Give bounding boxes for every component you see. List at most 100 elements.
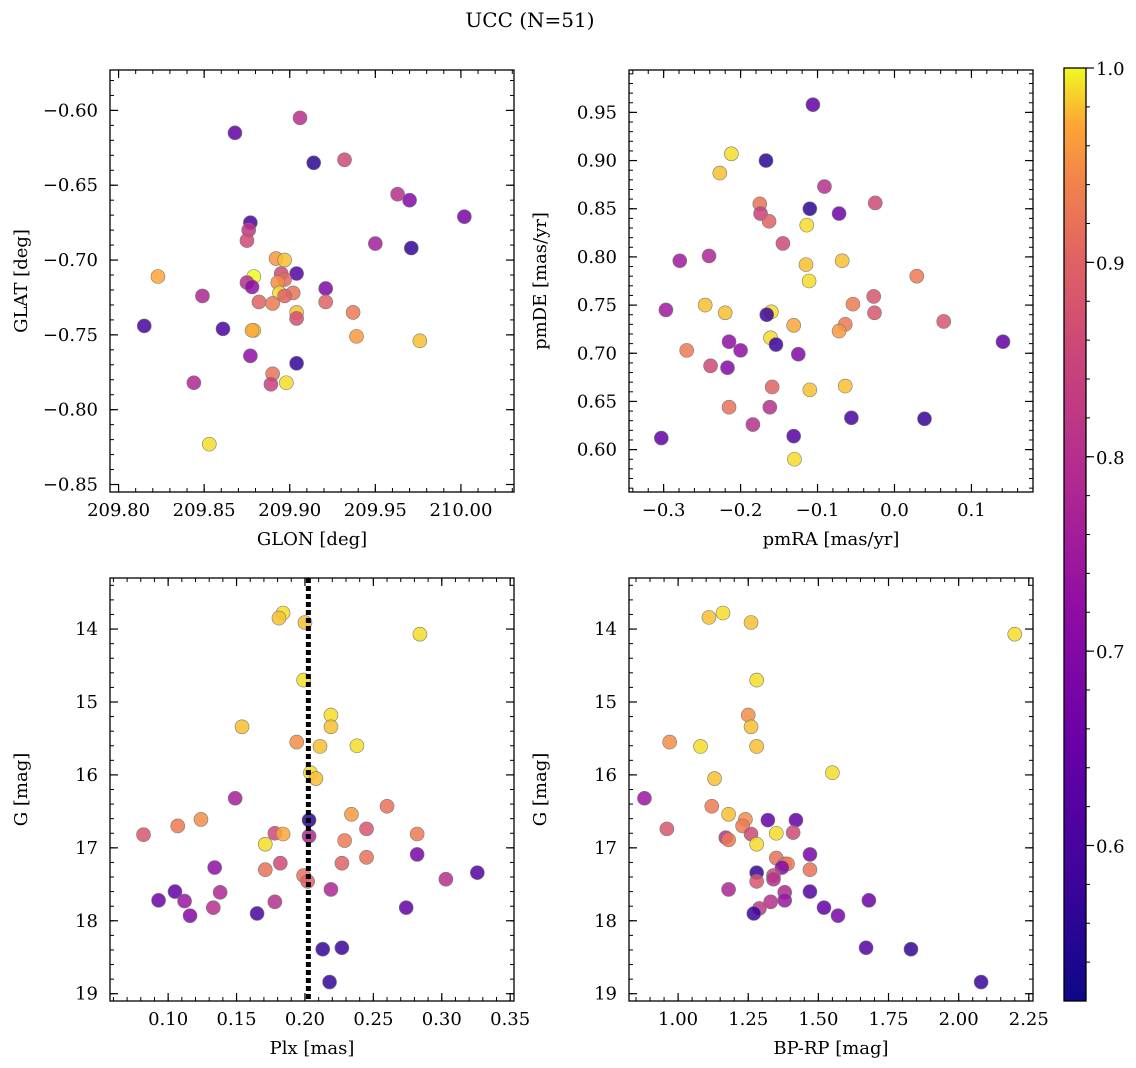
scatter-point [136,827,151,843]
scatter-point [721,882,736,897]
y-tick-label: −0.75 [43,325,98,346]
scatter-point [275,826,291,842]
scatter-point [831,323,847,339]
scatter-point [761,213,777,229]
scatter-points [637,605,1023,990]
y-tick-label: −0.85 [43,475,98,496]
x-tick-label: 0.35 [490,1009,530,1030]
scatter-point [703,358,718,374]
y-tick-label: 0.75 [577,295,617,316]
scatter-point [758,153,774,168]
scatter-point [802,862,818,878]
scatter-point [193,812,209,827]
scatter-point [312,739,328,754]
x-tick-label: −0.1 [796,500,840,521]
scatter-point [243,348,258,364]
scatter-point [412,333,428,349]
scatter-point [315,941,331,957]
scatter-point [318,281,333,296]
scatter-point [712,165,728,181]
scatter-point [234,719,250,735]
scatter-point [337,833,352,848]
panel-glon-glat: 209.80 209.85 209.90 209.95 210.00 −0.60 −0.65… [11,69,515,550]
scatter-point [368,236,383,251]
scatter-point [858,940,874,956]
y-tick-label: 0.95 [577,102,617,123]
scatter-point [349,738,365,754]
x-tick-label: −0.3 [642,500,686,521]
scatter-point [1007,626,1023,642]
scatter-point [936,314,952,329]
scatter-point [195,288,210,304]
scatter-point [212,885,228,900]
scatter-point [746,906,762,921]
scatter-point [167,884,183,899]
scatter-point [186,375,202,391]
y-tick-label: 18 [75,911,98,932]
scatter-point [749,672,764,688]
scatter-point [805,97,821,112]
scatter-point [402,192,417,208]
y-tick-label: −0.70 [43,250,98,271]
scatter-point [762,399,778,415]
scatter-point [745,417,761,432]
scatter-point [697,297,713,313]
scatter-point [322,974,337,990]
y-tick-label: 0.65 [577,391,617,412]
x-tick-label: 1.75 [868,1009,908,1030]
x-tick-label: 209.85 [173,500,236,521]
scatter-point [265,296,280,311]
scatter-point [306,155,322,171]
scatter-point [227,125,243,141]
scatter-point [701,610,717,625]
scatter-point [271,610,287,626]
scatter-point [764,379,780,395]
scatter-point [777,893,793,908]
scatter-point [785,825,801,840]
y-axis-label: G [mag] [11,753,32,826]
x-tick-label: 0.0 [880,500,909,521]
scatter-point [717,305,733,321]
scatter-point [909,268,925,284]
y-tick-label: −0.65 [43,175,98,196]
scatter-point [817,179,832,194]
scatter-point [801,273,817,289]
scatter-point [457,209,472,224]
scatter-point [721,399,737,415]
scatter-point [825,765,840,781]
scatter-point [257,862,273,878]
axes-frame [628,69,1034,493]
scatter-point [273,855,288,871]
x-tick-label: 0.20 [285,1009,325,1030]
scatter-point [251,294,267,310]
x-tick-label: 1.00 [658,1009,698,1030]
scatter-point [802,884,818,899]
scatter-point [790,346,806,362]
scatter-point [334,855,350,871]
scatter-point [760,812,776,828]
scatter-point [786,428,801,444]
scatter-point [816,900,832,915]
x-tick-label: 2.00 [939,1009,979,1030]
scatter-point [289,266,304,281]
scatter-point [136,318,152,334]
scatter-point [768,337,784,352]
scatter-point [349,329,364,344]
scatter-point [277,252,292,268]
figure-title: UCC (N=51) [465,8,594,32]
y-tick-label: 17 [594,838,617,859]
scatter-point [721,832,736,848]
x-axis-label: GLON [deg] [257,529,367,550]
scatter-point [802,201,818,217]
x-tick-label: 0.25 [353,1009,393,1030]
scatter-point [257,836,273,852]
colorbar-tick-label: 0.9 [1096,253,1125,274]
scatter-point [227,790,243,806]
y-tick-label: 0.80 [577,247,617,268]
scatter-point [707,771,722,786]
scatter-point [244,323,260,338]
scatter-point [398,900,414,915]
scatter-point [802,847,818,862]
scatter-point [672,253,688,269]
